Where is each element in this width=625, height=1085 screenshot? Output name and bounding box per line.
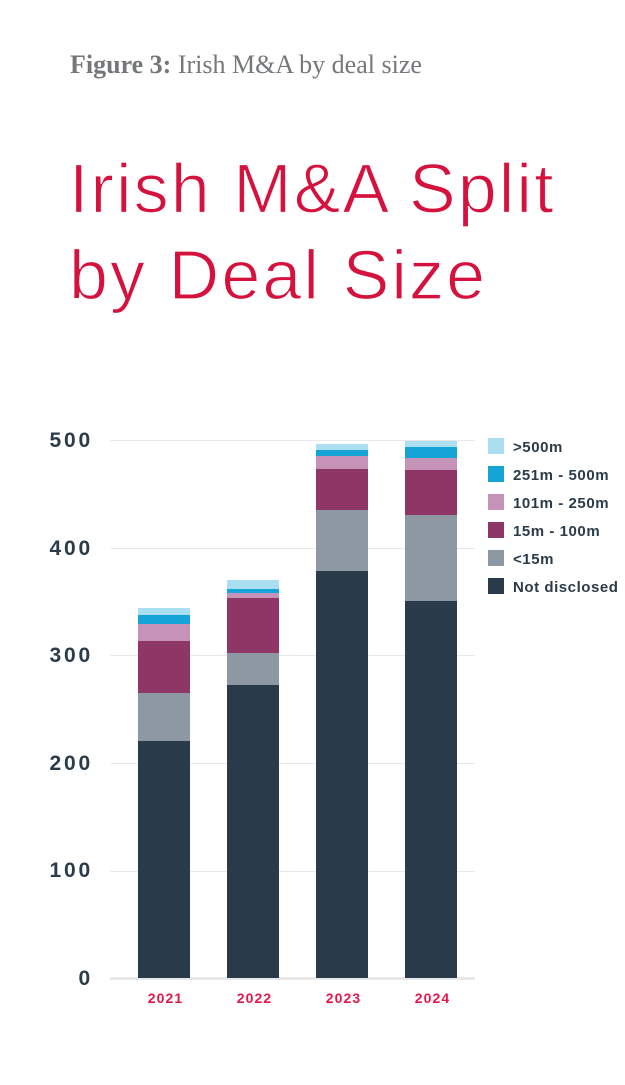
svg-text:Irish M&A Split: Irish M&A Split: [69, 150, 556, 228]
svg-text:by Deal Size: by Deal Size: [69, 236, 487, 314]
